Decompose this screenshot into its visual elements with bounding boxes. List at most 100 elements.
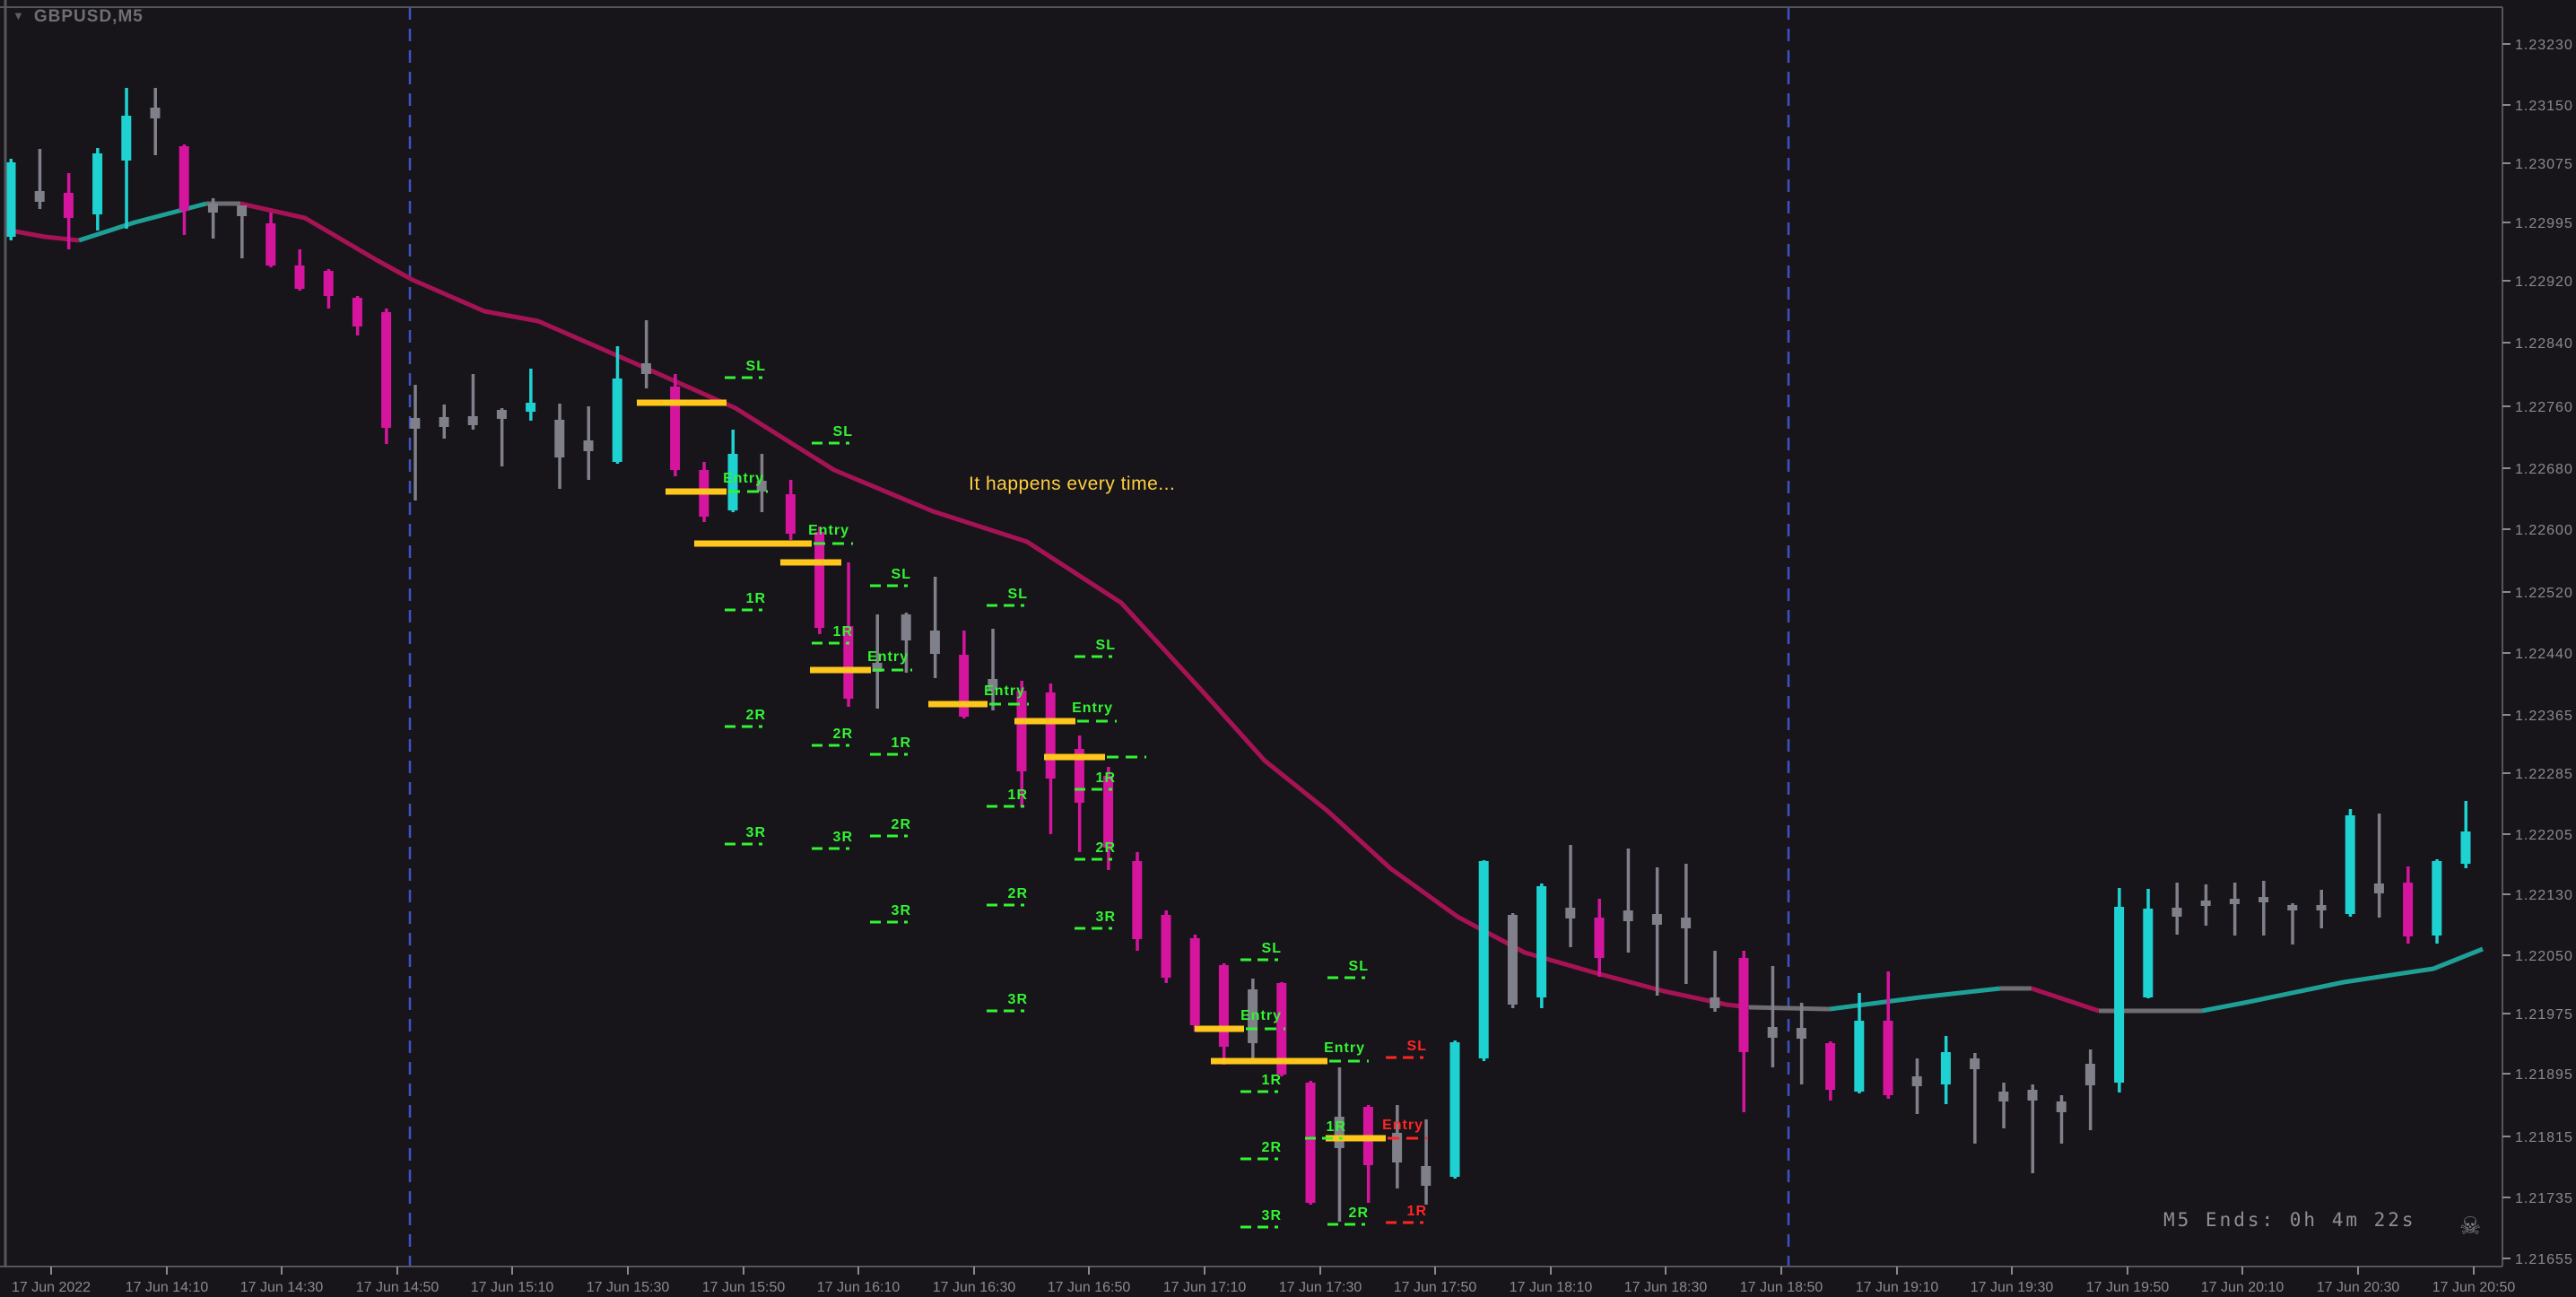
trade-level-label: 2R bbox=[892, 817, 911, 832]
candle-body bbox=[1305, 1083, 1316, 1203]
entry-label: Entry bbox=[1324, 1040, 1365, 1056]
price-axis-label: 1.22680 bbox=[2515, 462, 2573, 477]
candle-wick bbox=[471, 374, 475, 430]
candle-body bbox=[2373, 884, 2384, 893]
trade-level-label: SL bbox=[1008, 587, 1028, 602]
candle-wick bbox=[2002, 1083, 2006, 1128]
candle-wick bbox=[413, 385, 417, 501]
trade-level-label: SL bbox=[833, 424, 853, 440]
candle-body bbox=[2258, 897, 2269, 902]
candle-body bbox=[1738, 958, 1749, 1052]
candle-body bbox=[756, 481, 767, 492]
price-axis-label: 1.22440 bbox=[2515, 647, 2573, 662]
candle-body bbox=[237, 205, 248, 216]
candle-body bbox=[63, 193, 74, 218]
time-axis-label: 17 Jun 19:50 bbox=[2086, 1280, 2170, 1295]
chart-comment-text: It happens every time... bbox=[969, 474, 1176, 494]
candle-body bbox=[2345, 815, 2355, 914]
candle-body bbox=[1421, 1166, 1432, 1186]
candle-wick bbox=[1424, 1119, 1428, 1205]
price-axis-label: 1.21815 bbox=[2515, 1130, 2573, 1145]
candle-body bbox=[959, 655, 970, 717]
candle-body bbox=[1710, 997, 1720, 1008]
trade-level-label: 2R bbox=[1262, 1140, 1282, 1155]
trade-level-label: SL bbox=[1349, 959, 1369, 974]
trade-level-label: 3R bbox=[1262, 1208, 1282, 1223]
time-axis-label: 17 Jun 18:50 bbox=[1740, 1280, 1823, 1295]
candle-body bbox=[1623, 910, 1633, 921]
candle-body bbox=[2171, 908, 2182, 917]
candle-wick bbox=[875, 614, 879, 709]
candle-body bbox=[872, 663, 883, 672]
candle-body bbox=[178, 146, 189, 211]
trade-level-label: 1R bbox=[1407, 1204, 1427, 1219]
trade-level-label: 1R bbox=[1327, 1119, 1346, 1135]
time-axis-label: 17 Jun 18:30 bbox=[1624, 1280, 1708, 1295]
candle-body bbox=[2143, 909, 2154, 997]
trade-level-label: SL bbox=[1262, 941, 1282, 956]
candle-body bbox=[1276, 983, 1287, 1075]
candle-body bbox=[1940, 1052, 1951, 1084]
candle-body bbox=[294, 265, 305, 289]
price-axis-label: 1.22365 bbox=[2515, 709, 2573, 724]
candle-body bbox=[2403, 883, 2414, 936]
candle-body bbox=[843, 626, 854, 699]
time-axis-label: 17 Jun 17:50 bbox=[1394, 1280, 1477, 1295]
candle-body bbox=[5, 162, 16, 237]
candle-body bbox=[929, 631, 940, 654]
candle-body bbox=[467, 416, 478, 425]
candle-body bbox=[554, 420, 565, 457]
candle-body bbox=[410, 418, 421, 429]
candle-body bbox=[34, 191, 45, 202]
price-axis-label: 1.21895 bbox=[2515, 1067, 2573, 1083]
candle-body bbox=[2027, 1090, 2038, 1101]
candle-body bbox=[1854, 1021, 1865, 1092]
candle-body bbox=[988, 679, 998, 690]
candle-body bbox=[1998, 1092, 2009, 1101]
candle-countdown-timer: M5 Ends: 0h 4m 22s bbox=[2163, 1209, 2416, 1231]
symbol-title-text: GBPUSD,M5 bbox=[33, 7, 144, 26]
candle-wick bbox=[1973, 1053, 1977, 1144]
candle-body bbox=[1189, 938, 1200, 1025]
candle-wick bbox=[1569, 845, 1572, 947]
candle-body bbox=[2432, 861, 2442, 936]
trade-level-label: 1R bbox=[833, 624, 853, 640]
candle-body bbox=[1161, 915, 1171, 978]
candle-wick bbox=[500, 408, 504, 466]
time-axis-label: 17 Jun 17:30 bbox=[1279, 1280, 1362, 1295]
moving-average-segment bbox=[1829, 986, 2001, 1012]
candle-body bbox=[323, 271, 334, 296]
candle-wick bbox=[240, 205, 244, 258]
trade-level-label: 1R bbox=[1096, 770, 1116, 786]
candle-body bbox=[640, 363, 651, 374]
price-axis-label: 1.22520 bbox=[2515, 586, 2573, 601]
time-axis-label: 17 Jun 20:30 bbox=[2317, 1280, 2400, 1295]
candle-body bbox=[612, 379, 622, 462]
symbol-timeframe-label: ▼ GBPUSD,M5 bbox=[13, 7, 144, 27]
time-axis-label: 17 Jun 2022 bbox=[12, 1280, 91, 1295]
moving-average-segment bbox=[2201, 946, 2484, 1014]
trade-level-label: 3R bbox=[833, 830, 853, 845]
candle-body bbox=[1594, 918, 1605, 958]
trade-level-label: 3R bbox=[892, 903, 911, 918]
trade-level-label: 2R bbox=[746, 708, 766, 723]
candle-body bbox=[2287, 905, 2298, 910]
candle-body bbox=[1045, 692, 1056, 779]
candle-body bbox=[1392, 1133, 1403, 1162]
candle-body bbox=[2114, 907, 2125, 1083]
candle-body bbox=[265, 223, 276, 265]
candle-body bbox=[1248, 989, 1258, 1043]
price-axis-label: 1.22050 bbox=[2515, 949, 2573, 964]
candle-body bbox=[526, 403, 536, 412]
candle-wick bbox=[2059, 1095, 2064, 1144]
time-axis-label: 17 Jun 16:30 bbox=[933, 1280, 1016, 1295]
candle-body bbox=[207, 204, 218, 213]
candle-body bbox=[1681, 918, 1692, 928]
candle-wick bbox=[644, 320, 648, 388]
candle-wick bbox=[2291, 903, 2294, 944]
trade-level-label: 1R bbox=[746, 591, 766, 606]
trade-level-label: 2R bbox=[1096, 840, 1116, 856]
time-axis-label: 17 Jun 15:10 bbox=[471, 1280, 554, 1295]
